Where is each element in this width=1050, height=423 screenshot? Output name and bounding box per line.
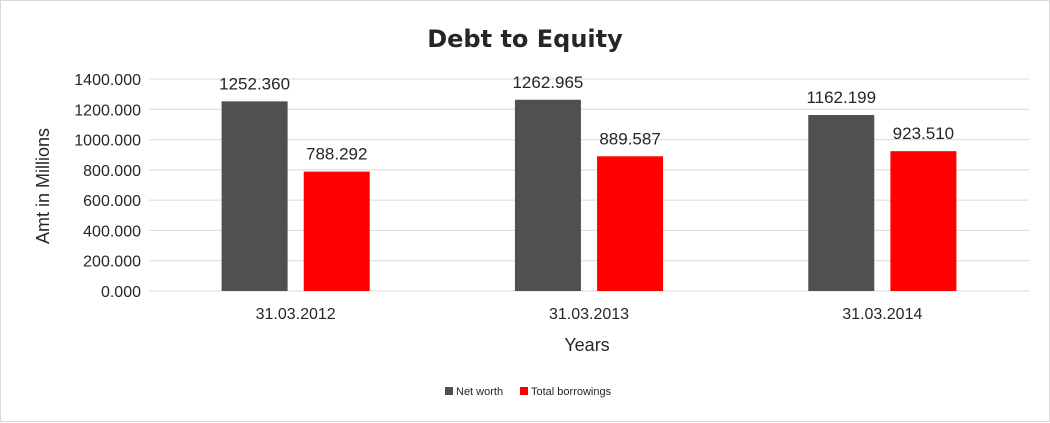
bar-total-borrowings-0	[303, 171, 370, 291]
data-label: 889.587	[599, 129, 660, 148]
chart-title: Debt to Equity	[427, 25, 623, 53]
x-tick-label: 31.03.2013	[549, 306, 629, 323]
y-tick-label: 1400.000	[74, 72, 141, 89]
legend-swatch	[520, 387, 528, 395]
bar-net-worth-0	[221, 101, 288, 292]
y-axis-ticks: 0.000 200.000 400.000 600.000 800.000 1000.00…	[74, 72, 141, 301]
y-tick-label: 1200.000	[74, 102, 141, 119]
data-labels: 1252.360 788.292 1262.965 889.587 1162.199 92…	[219, 73, 954, 164]
bar-net-worth-2	[808, 115, 875, 292]
y-axis-title: Amt in Millions	[33, 128, 53, 244]
y-tick-label: 0.000	[101, 284, 141, 301]
bar-net-worth-1	[514, 99, 581, 292]
x-axis-ticks: 31.03.2012 31.03.2013 31.03.2014	[256, 306, 923, 323]
bar-total-borrowings-2	[890, 151, 957, 291]
y-tick-label: 1000.000	[74, 133, 141, 150]
data-label: 1252.360	[219, 74, 290, 93]
y-tick-label: 800.000	[83, 163, 141, 180]
legend: Net worth Total borrowings	[445, 386, 612, 398]
y-tick-label: 600.000	[83, 193, 141, 210]
legend-label: Net worth	[456, 386, 503, 398]
data-label: 923.510	[893, 124, 954, 143]
data-label: 788.292	[306, 145, 367, 164]
y-tick-label: 200.000	[83, 254, 141, 271]
x-tick-label: 31.03.2014	[842, 306, 922, 323]
legend-label: Total borrowings	[531, 386, 612, 398]
x-tick-label: 31.03.2012	[256, 306, 336, 323]
bar-total-borrowings-1	[597, 156, 664, 291]
gridlines	[149, 78, 1029, 292]
legend-swatch	[445, 387, 453, 395]
data-label: 1162.199	[806, 88, 876, 107]
x-axis-title: Years	[564, 335, 609, 355]
y-tick-label: 400.000	[83, 223, 141, 240]
bars	[221, 99, 957, 292]
data-label: 1262.965	[512, 73, 583, 92]
